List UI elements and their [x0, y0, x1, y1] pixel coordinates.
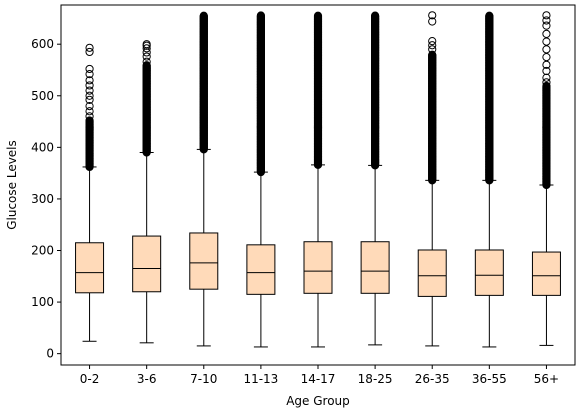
outlier-point — [85, 116, 94, 125]
outlier-point — [428, 11, 437, 20]
box-iqr — [75, 242, 105, 294]
outlier-point — [142, 48, 151, 57]
y-tick-label: 400 — [31, 140, 54, 154]
outlier-point — [542, 21, 551, 30]
y-axis-label: Glucose Levels — [5, 140, 19, 230]
outlier-point — [542, 52, 551, 62]
y-tick-label: 100 — [31, 295, 54, 309]
outlier-point — [485, 11, 494, 20]
outlier-point — [428, 50, 437, 59]
box-group-26-35 — [417, 11, 447, 347]
outlier-point — [85, 91, 94, 100]
outlier-point — [428, 37, 437, 46]
outlier-point — [85, 43, 94, 52]
outlier-point — [85, 81, 94, 90]
x-tick-label: 26-35 — [415, 372, 450, 386]
outlier-point — [85, 107, 94, 116]
y-tick-label: 200 — [31, 244, 54, 258]
box-group-18-25 — [360, 11, 390, 346]
y-tick-label: 0 — [46, 347, 54, 361]
outlier-point — [428, 41, 437, 50]
y-tick-label: 500 — [31, 89, 54, 103]
outlier-point — [542, 73, 551, 82]
x-tick-label: 0-2 — [80, 372, 100, 386]
outlier-point — [85, 47, 94, 57]
outlier-point — [85, 112, 94, 121]
outlier-point — [313, 11, 323, 20]
box-iqr — [417, 249, 447, 297]
x-tick-label: 56+ — [534, 372, 559, 386]
outlier-point — [428, 17, 437, 26]
box-iqr — [246, 244, 276, 295]
outlier-point — [542, 78, 551, 87]
box-group-14-17 — [303, 11, 333, 348]
box-group-3-6 — [132, 40, 162, 344]
x-tick-label: 7-10 — [190, 372, 217, 386]
outlier-point — [85, 76, 94, 85]
box-group-11-13 — [246, 11, 276, 348]
outlier-point — [428, 45, 437, 54]
outlier-point — [542, 45, 551, 54]
box-iqr — [132, 235, 162, 293]
y-tick-label: 600 — [31, 37, 54, 51]
x-axis-label: Age Group — [286, 394, 350, 408]
x-tick-label: 36-55 — [472, 372, 507, 386]
outlier-point — [371, 11, 380, 20]
outlier-point — [542, 60, 551, 69]
box-iqr — [303, 241, 333, 294]
outlier-point — [85, 86, 94, 95]
outlier-point — [542, 37, 551, 46]
box-group-7-10 — [189, 11, 219, 347]
x-tick-label: 11-13 — [243, 372, 278, 386]
box-iqr — [189, 232, 219, 290]
outlier-point — [142, 40, 151, 49]
box-iqr — [360, 241, 390, 294]
x-tick-label: 18-25 — [358, 372, 393, 386]
outlier-point — [542, 11, 551, 20]
x-tick-label: 14-17 — [301, 372, 336, 386]
box-iqr — [531, 251, 561, 296]
outlier-point — [256, 11, 265, 20]
outlier-point — [85, 70, 94, 79]
outlier-point — [85, 64, 94, 74]
outlier-point — [85, 101, 94, 111]
box-iqr — [474, 249, 504, 296]
outlier-point — [542, 29, 551, 38]
outlier-point — [142, 57, 151, 66]
plot-area — [75, 11, 561, 348]
outlier-point — [85, 95, 94, 104]
box-group-36-55 — [474, 11, 504, 348]
outlier-point — [142, 52, 151, 61]
box-group-0-2 — [75, 43, 105, 342]
outlier-point — [142, 44, 151, 53]
x-tick-label: 3-6 — [137, 372, 157, 386]
y-tick-label: 300 — [31, 192, 54, 206]
outlier-point — [199, 11, 208, 20]
axes: 0-2 3-6 7-10 11-13 14-17 18-25 26-35 36-55 56+ 0 1… — [31, 37, 559, 386]
outlier-point — [542, 16, 551, 25]
outlier-point — [542, 66, 551, 76]
outlier-point — [142, 61, 151, 70]
box-group-56+ — [531, 11, 561, 346]
outlier-point — [542, 81, 551, 91]
